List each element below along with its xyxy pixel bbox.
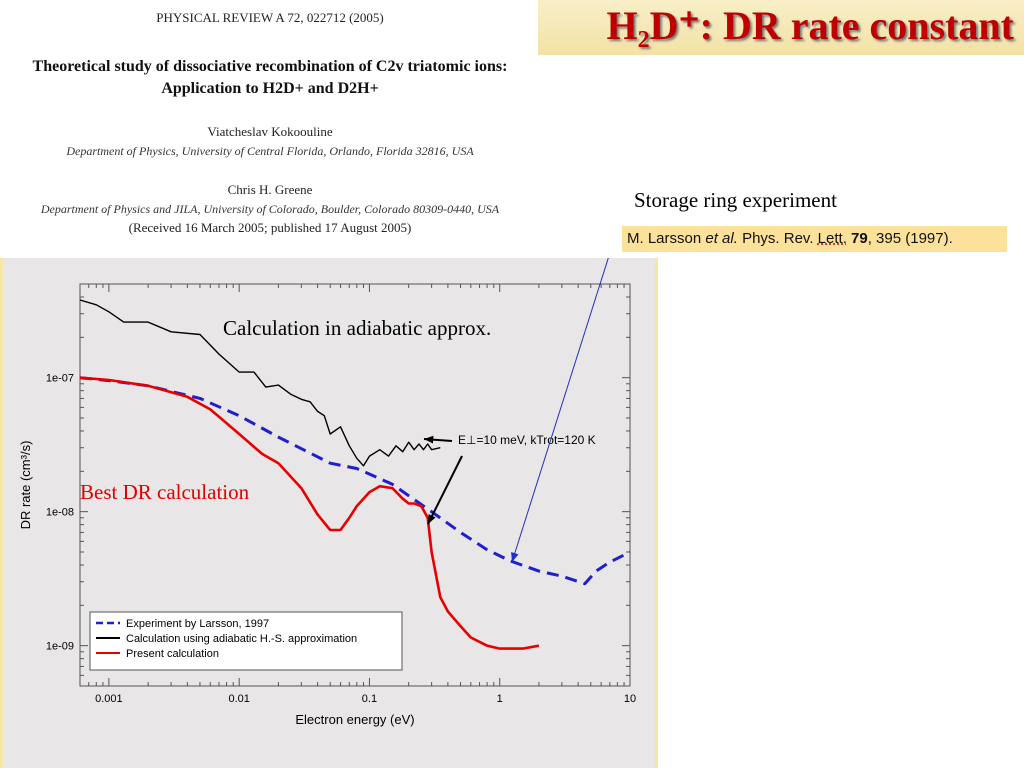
x-tick-label: 0.01 bbox=[228, 693, 249, 705]
dr-rate-chart: 0.001 0.01 0.1 1 10 1e-07 1e-08 1e-09 Electron… bbox=[18, 258, 636, 727]
x-tick-label: 0.001 bbox=[95, 693, 123, 705]
arrow-to-experiment bbox=[511, 258, 609, 563]
citation-volume: 79 bbox=[851, 230, 868, 247]
paper-title-line1: Theoretical study of dissociative recomb… bbox=[32, 58, 508, 75]
citation-pages: , 395 (1997). bbox=[867, 230, 953, 247]
larsson-citation: M. Larsson et al. Phys. Rev. Lett. 79, 3… bbox=[622, 226, 1007, 252]
legend-label-2: Calculation using adiabatic H.-S. approx… bbox=[126, 633, 357, 645]
annotation-best: Best DR calculation bbox=[80, 480, 250, 504]
x-tick-label: 1 bbox=[497, 693, 503, 705]
storage-ring-label: Storage ring experiment bbox=[634, 188, 837, 212]
x-axis-label: Electron energy (eV) bbox=[295, 712, 414, 727]
x-tick-label: 10 bbox=[624, 693, 636, 705]
legend-label-1: Experiment by Larsson, 1997 bbox=[126, 618, 269, 630]
energy-annotation-text: E⊥=10 meV, kTrot=120 K bbox=[458, 433, 596, 447]
series-line-2 bbox=[79, 299, 441, 467]
arrow-to-adiabatic-head bbox=[424, 435, 434, 444]
arrows bbox=[423, 258, 609, 563]
series-line-1 bbox=[79, 376, 631, 586]
series-lines bbox=[79, 299, 631, 650]
affiliation-1: Department of Physics, University of Cen… bbox=[66, 144, 474, 158]
citation-authors: M. Larsson bbox=[627, 230, 702, 247]
citation-lett: Lett. bbox=[817, 230, 847, 247]
arrow-to-present bbox=[427, 455, 463, 525]
arrow-to-experiment-head bbox=[511, 552, 519, 562]
plot-background bbox=[0, 258, 658, 768]
x-ticks: 0.001 0.01 0.1 1 10 bbox=[79, 284, 636, 705]
series-line-3 bbox=[79, 376, 540, 650]
paper-title: Theoretical study of dissociative recomb… bbox=[0, 56, 540, 100]
y-ticks: 1e-07 1e-08 1e-09 bbox=[46, 283, 630, 687]
slide-title-banner: H₂D⁺: DR rate constant bbox=[538, 0, 1024, 55]
paper-header: PHYSICAL REVIEW A 72, 022712 (2005) Theo… bbox=[0, 0, 540, 255]
journal-reference: PHYSICAL REVIEW A 72, 022712 (2005) bbox=[156, 10, 384, 25]
y-tick-label: 1e-07 bbox=[46, 373, 74, 385]
citation-journal: Phys. Rev. bbox=[742, 230, 814, 247]
author-1: Viatcheslav Kokoouline bbox=[207, 124, 333, 139]
citation-etal: et al. bbox=[705, 230, 738, 247]
plot-frame bbox=[79, 283, 631, 687]
legend-label-3: Present calculation bbox=[126, 648, 219, 660]
legend-box bbox=[89, 611, 403, 671]
arrow-to-present-head bbox=[428, 514, 436, 524]
y-axis-label: DR rate (cm³/s) bbox=[18, 441, 33, 530]
affiliation-2: Department of Physics and JILA, Universi… bbox=[40, 202, 500, 216]
annotation-adiabatic: Calculation in adiabatic approx. bbox=[223, 316, 492, 340]
x-tick-label: 0.1 bbox=[362, 693, 377, 705]
slide-title: H₂D⁺: DR rate constant bbox=[606, 3, 1014, 48]
received-dates: (Received 16 March 2005; published 17 Au… bbox=[128, 220, 412, 235]
paper-title-line2: Application to H2D+ and D2H+ bbox=[161, 80, 379, 97]
author-2: Chris H. Greene bbox=[227, 182, 313, 197]
energy-annotation: E⊥=10 meV, kTrot=120 K bbox=[458, 433, 596, 447]
y-tick-label: 1e-09 bbox=[46, 641, 74, 653]
legend: Experiment by Larsson, 1997 Calculation u… bbox=[89, 611, 403, 671]
y-tick-label: 1e-08 bbox=[46, 507, 74, 519]
